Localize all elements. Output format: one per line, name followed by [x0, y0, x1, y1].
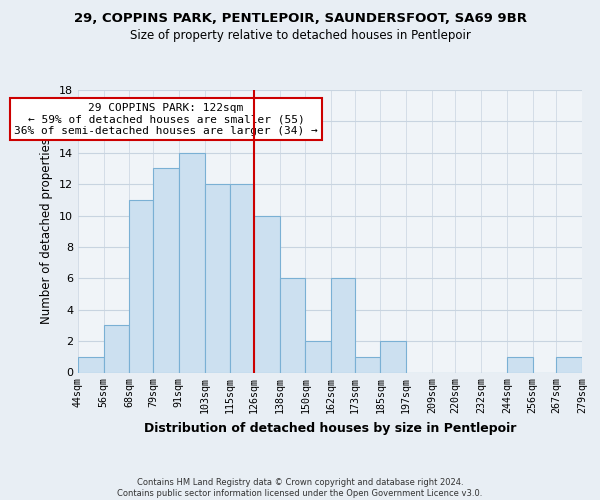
- Bar: [130, 200, 153, 372]
- Bar: [179, 153, 205, 372]
- Text: 29, COPPINS PARK, PENTLEPOIR, SAUNDERSFOOT, SA69 9BR: 29, COPPINS PARK, PENTLEPOIR, SAUNDERSFO…: [74, 12, 527, 26]
- Bar: [104, 326, 130, 372]
- Text: Contains HM Land Registry data © Crown copyright and database right 2024.
Contai: Contains HM Land Registry data © Crown c…: [118, 478, 482, 498]
- Y-axis label: Number of detached properties: Number of detached properties: [40, 138, 53, 324]
- Text: 29 COPPINS PARK: 122sqm
← 59% of detached houses are smaller (55)
36% of semi-de: 29 COPPINS PARK: 122sqm ← 59% of detache…: [14, 102, 318, 136]
- Bar: [78, 357, 104, 372]
- Bar: [205, 184, 230, 372]
- Bar: [230, 184, 254, 372]
- Bar: [305, 341, 331, 372]
- Text: Size of property relative to detached houses in Pentlepoir: Size of property relative to detached ho…: [130, 29, 470, 42]
- Bar: [331, 278, 355, 372]
- Bar: [507, 357, 533, 372]
- Bar: [355, 357, 380, 372]
- Bar: [556, 357, 582, 372]
- Bar: [380, 341, 406, 372]
- X-axis label: Distribution of detached houses by size in Pentlepoir: Distribution of detached houses by size …: [144, 422, 516, 434]
- Bar: [153, 168, 179, 372]
- Bar: [254, 216, 280, 372]
- Bar: [280, 278, 305, 372]
